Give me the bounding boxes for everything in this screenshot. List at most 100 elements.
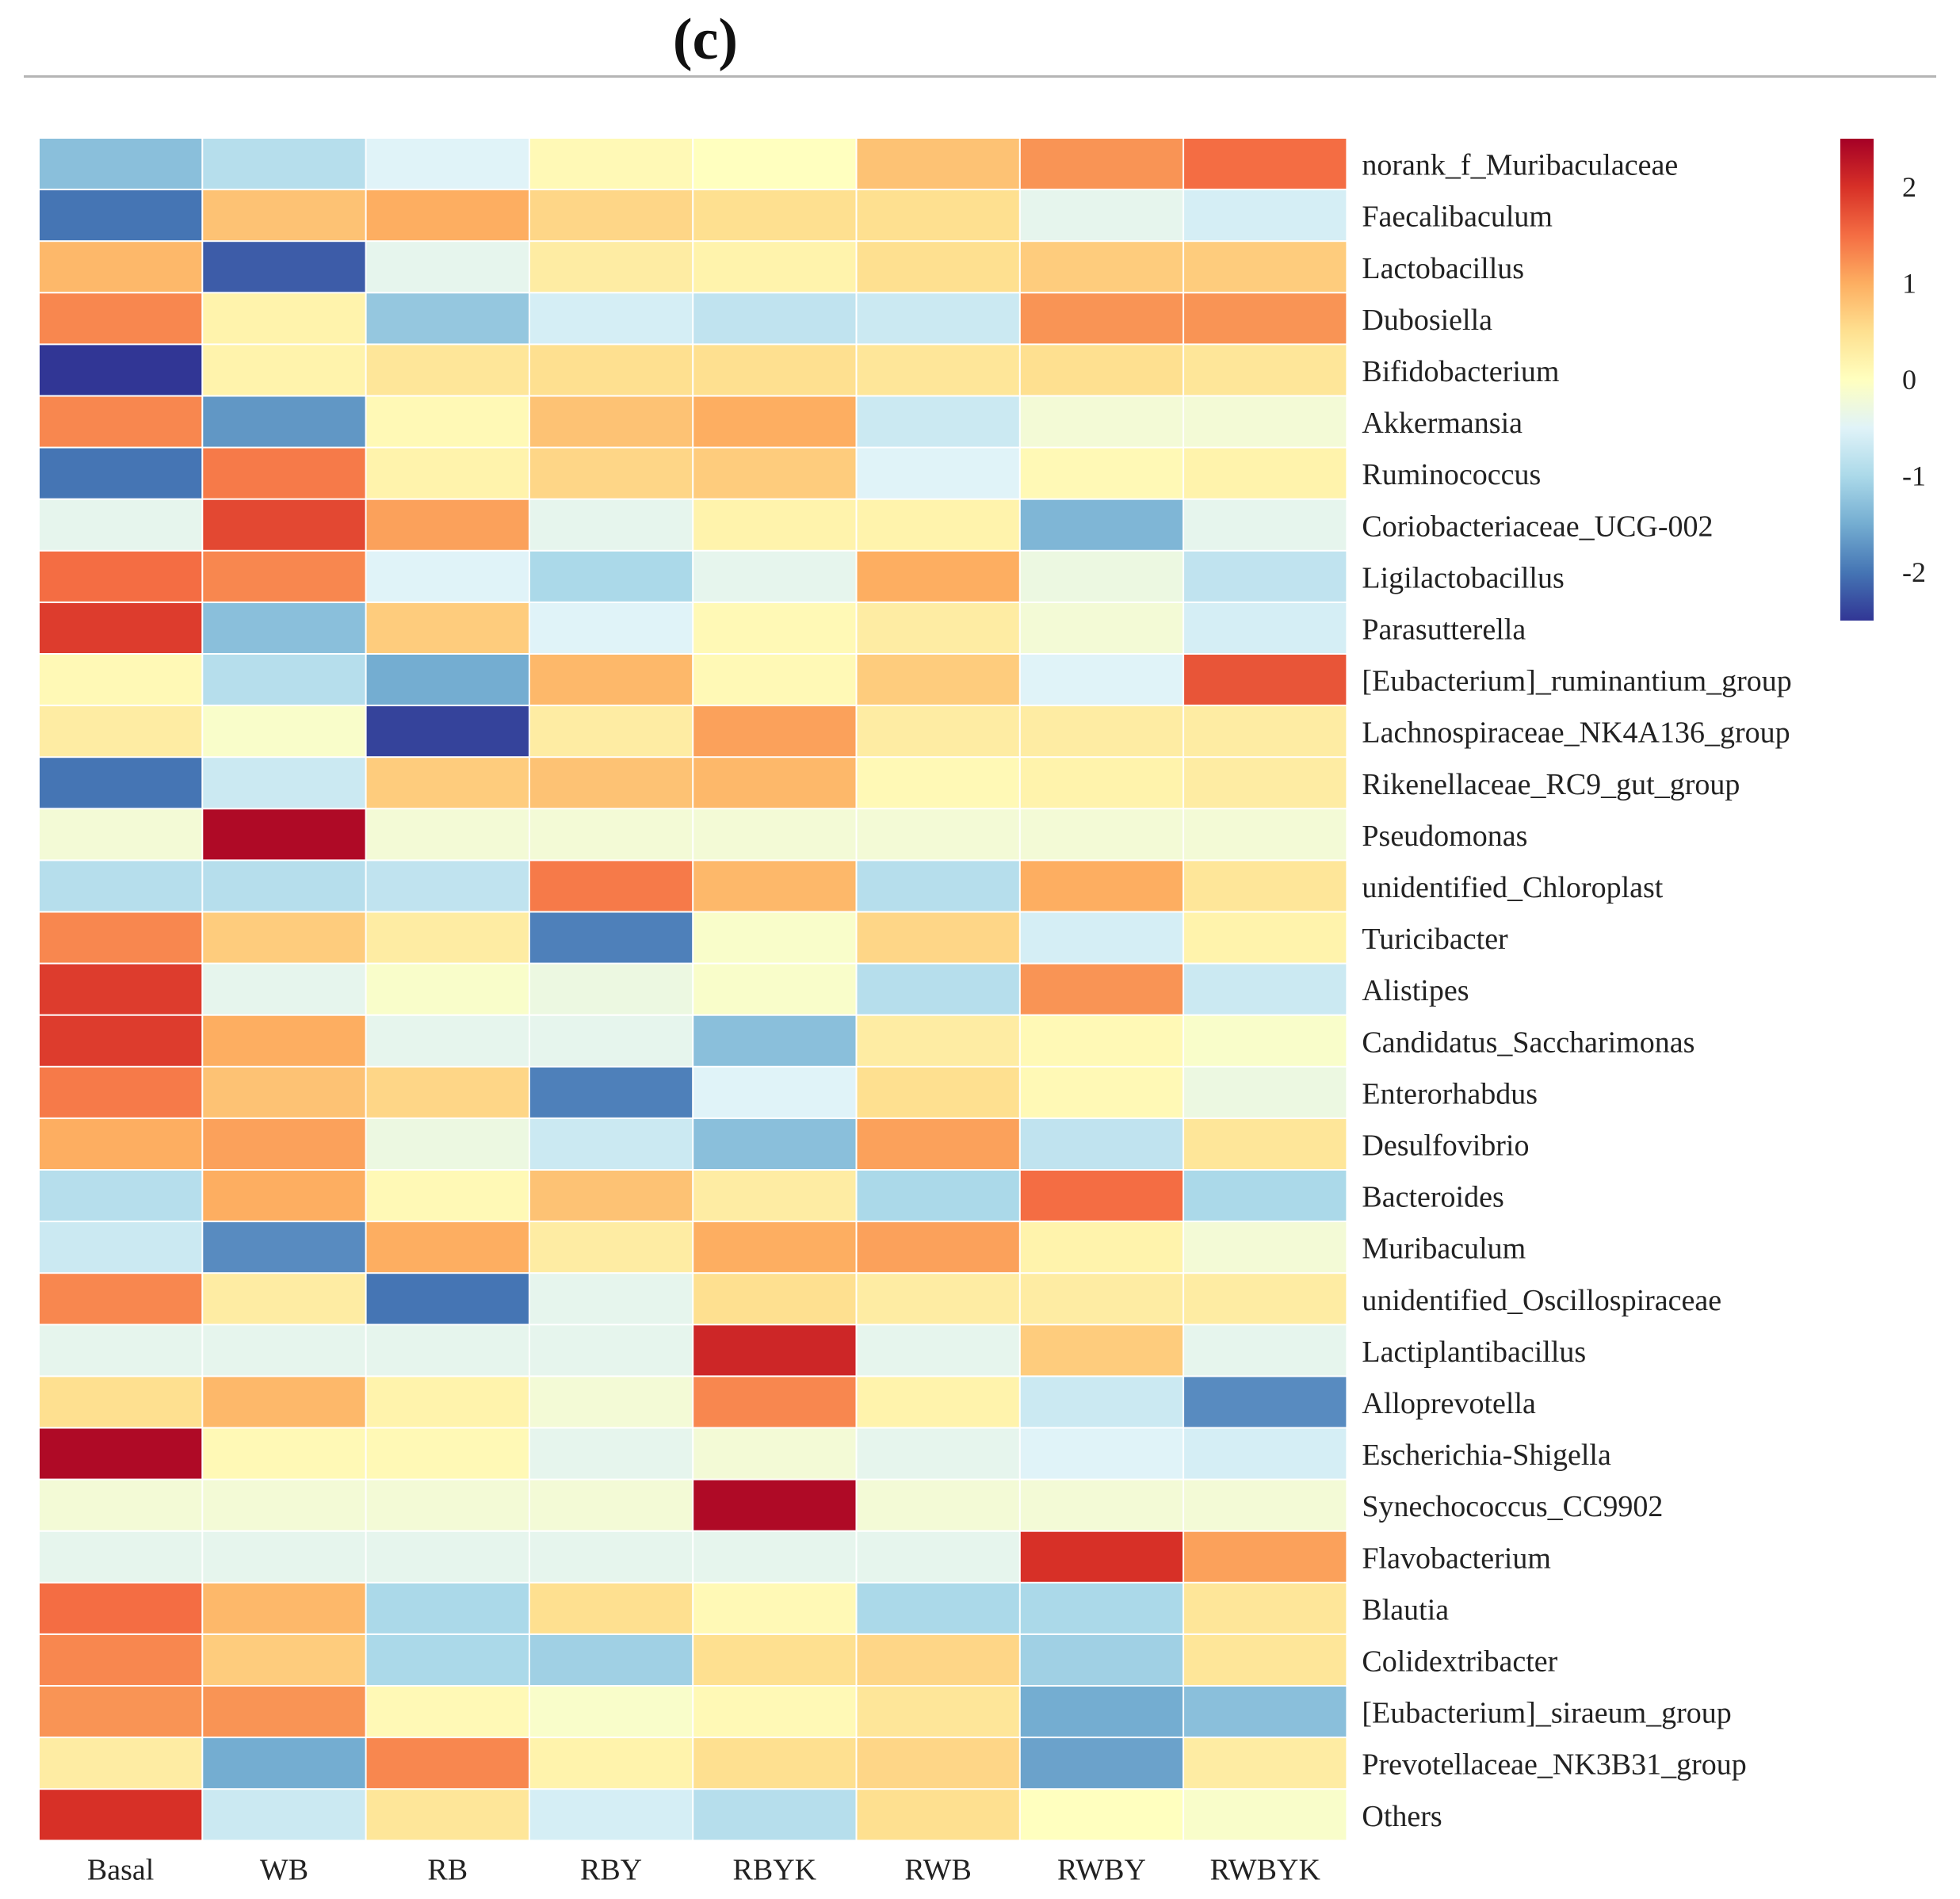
heatmap-cell (1020, 1687, 1183, 1737)
heatmap-cell (203, 139, 365, 189)
heatmap-cell (1184, 396, 1347, 447)
heatmap-cell (40, 1325, 202, 1376)
heatmap-cell (40, 602, 202, 653)
heatmap-cell (40, 396, 202, 447)
heatmap-cell (857, 655, 1019, 705)
heatmap-cell (1020, 1325, 1183, 1376)
heatmap-cell (366, 964, 529, 1014)
heatmap-cell (693, 706, 856, 757)
heatmap-cell (1020, 242, 1183, 292)
heatmap-cell (857, 1634, 1019, 1685)
heatmap-cell (529, 1015, 693, 1066)
heatmap-cell (40, 1428, 202, 1479)
heatmap-cell (203, 551, 365, 602)
colorbar (1840, 139, 1874, 621)
heatmap-cell (1184, 1687, 1347, 1737)
column-label: RWBYK (1210, 1853, 1321, 1886)
heatmap-cell (529, 758, 693, 808)
heatmap-cell (1020, 1171, 1183, 1221)
heatmap-cell (529, 1531, 693, 1582)
heatmap-cell (529, 396, 693, 447)
heatmap-cell (1020, 1738, 1183, 1789)
heatmap-cell (40, 1118, 202, 1169)
row-label: Candidatus_Saccharimonas (1362, 1026, 1694, 1059)
heatmap-cell (366, 345, 529, 395)
heatmap-cell (366, 861, 529, 911)
colorbar-legend: 2 1 0 -1 -2 (1840, 139, 1926, 621)
heatmap-cell (1020, 758, 1183, 808)
heatmap-cell (529, 706, 693, 757)
heatmap-cell (857, 345, 1019, 395)
heatmap-cell (857, 706, 1019, 757)
heatmap-cell (1020, 1634, 1183, 1685)
heatmap-cell (1020, 912, 1183, 963)
heatmap-cell (203, 655, 365, 705)
heatmap-cell (529, 1480, 693, 1530)
heatmap-cell (366, 396, 529, 447)
heatmap-cell (40, 1583, 202, 1633)
heatmap-cell (203, 1687, 365, 1737)
heatmap-cell (529, 1274, 693, 1324)
title-rule (24, 75, 1936, 78)
heatmap-cell (693, 1583, 856, 1633)
heatmap-cell (366, 1790, 529, 1840)
heatmap-cell (40, 964, 202, 1014)
heatmap-cell (203, 1015, 365, 1066)
colorbar-tick-label: 1 (1902, 267, 1916, 299)
heatmap-cell (693, 190, 856, 241)
heatmap-cell (40, 912, 202, 963)
heatmap-cell (1020, 293, 1183, 344)
heatmap-cell (40, 1480, 202, 1530)
colorbar-tick-label: -1 (1902, 460, 1926, 492)
row-label: Faecalibaculum (1362, 201, 1553, 234)
heatmap-cell (40, 1222, 202, 1273)
heatmap-cell (366, 1118, 529, 1169)
heatmap-cell (693, 964, 856, 1014)
heatmap-cell (857, 139, 1019, 189)
heatmap-cell (1020, 345, 1183, 395)
heatmap-cell (366, 1325, 529, 1376)
heatmap-cell (1184, 1634, 1347, 1685)
heatmap-cell (529, 1738, 693, 1789)
row-label: Dubosiella (1362, 304, 1492, 337)
heatmap-cell (1184, 706, 1347, 757)
heatmap-cell (1184, 1738, 1347, 1789)
heatmap-cell (529, 1583, 693, 1633)
heatmap-cell (529, 345, 693, 395)
heatmap-cell (366, 602, 529, 653)
row-label: Bacteroides (1362, 1181, 1503, 1214)
heatmap-cell (1020, 1583, 1183, 1633)
heatmap-cell (857, 1325, 1019, 1376)
heatmap-cell (40, 1634, 202, 1685)
heatmap-cell (1184, 1583, 1347, 1633)
heatmap-cell (857, 551, 1019, 602)
heatmap-cell (203, 1118, 365, 1169)
heatmap-cell (529, 139, 693, 189)
heatmap-cell (1184, 1222, 1347, 1273)
heatmap-cell (693, 1428, 856, 1479)
heatmap-cell (529, 551, 693, 602)
heatmap-cell (857, 1790, 1019, 1840)
heatmap-cell (857, 1222, 1019, 1273)
heatmap-cell (203, 1531, 365, 1582)
heatmap-cell (40, 1067, 202, 1118)
column-label: RBYK (733, 1853, 817, 1886)
heatmap-cell (1184, 1118, 1347, 1169)
heatmap-cell (693, 139, 856, 189)
heatmap-cell (203, 293, 365, 344)
heatmap-cell (529, 190, 693, 241)
heatmap-cell (1020, 602, 1183, 653)
heatmap-cell (203, 1480, 365, 1530)
heatmap-cell (693, 912, 856, 963)
heatmap-cells (40, 139, 1347, 1840)
heatmap-cell (1184, 499, 1347, 550)
heatmap-cell (1184, 861, 1347, 911)
heatmap-cell (693, 655, 856, 705)
heatmap-cell (1020, 396, 1183, 447)
heatmap-cell (203, 964, 365, 1014)
heatmap-cell (203, 602, 365, 653)
heatmap-cell (203, 1171, 365, 1221)
heatmap-cell (1184, 448, 1347, 499)
heatmap-cell (857, 809, 1019, 860)
